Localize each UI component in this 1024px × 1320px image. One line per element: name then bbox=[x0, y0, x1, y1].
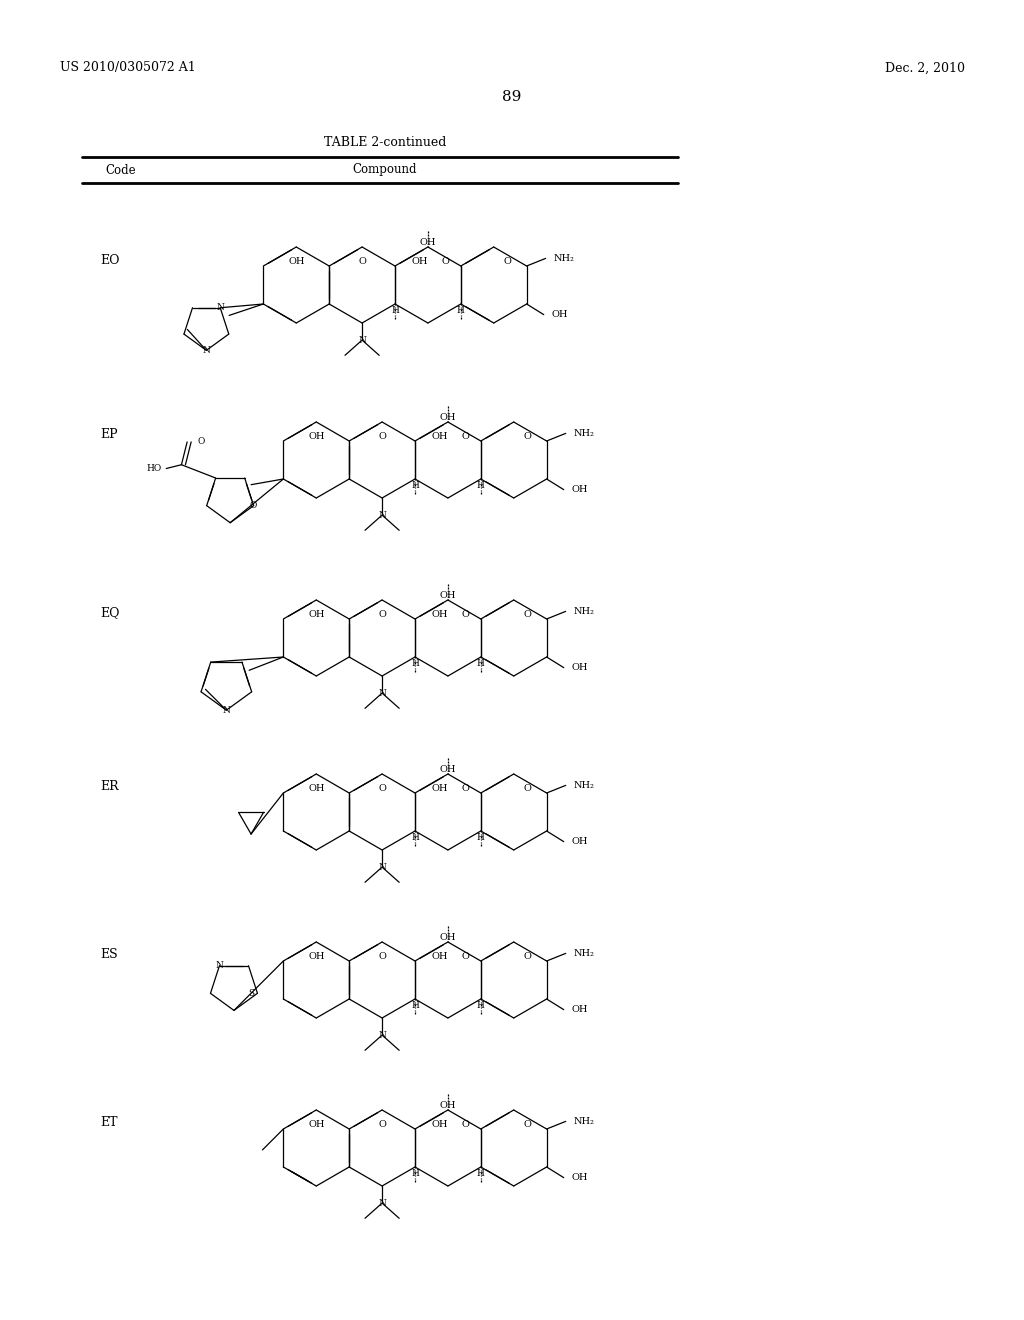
Text: N: N bbox=[216, 304, 224, 313]
Text: Dec. 2, 2010: Dec. 2, 2010 bbox=[885, 62, 965, 74]
Text: OH: OH bbox=[432, 432, 449, 441]
Text: N: N bbox=[378, 689, 386, 697]
Text: N: N bbox=[378, 862, 386, 871]
Text: OH: OH bbox=[308, 784, 325, 793]
Text: H: H bbox=[411, 1170, 419, 1177]
Text: N: N bbox=[222, 706, 230, 714]
Text: O: O bbox=[378, 952, 386, 961]
Text: H: H bbox=[477, 480, 484, 490]
Text: O: O bbox=[198, 437, 205, 446]
Text: OH: OH bbox=[432, 610, 449, 619]
Text: NH₂: NH₂ bbox=[573, 1117, 595, 1126]
Text: OH: OH bbox=[439, 1101, 456, 1110]
Text: O: O bbox=[462, 784, 470, 793]
Text: H: H bbox=[411, 480, 419, 490]
Text: O: O bbox=[442, 257, 450, 267]
Text: Compound: Compound bbox=[352, 164, 417, 177]
Text: ET: ET bbox=[100, 1117, 118, 1130]
Text: O: O bbox=[378, 784, 386, 793]
Text: H: H bbox=[391, 306, 399, 315]
Text: O: O bbox=[524, 432, 531, 441]
Text: NH₂: NH₂ bbox=[554, 253, 574, 263]
Text: OH: OH bbox=[412, 257, 428, 267]
Text: O: O bbox=[462, 432, 470, 441]
Text: N: N bbox=[215, 961, 223, 970]
Text: NH₂: NH₂ bbox=[573, 429, 595, 438]
Text: O: O bbox=[462, 952, 470, 961]
Text: O: O bbox=[524, 610, 531, 619]
Text: O: O bbox=[378, 1119, 386, 1129]
Text: OH: OH bbox=[571, 1005, 588, 1014]
Text: OH: OH bbox=[571, 837, 588, 846]
Text: H: H bbox=[411, 1001, 419, 1010]
Text: S: S bbox=[249, 989, 254, 998]
Text: NH₂: NH₂ bbox=[573, 607, 595, 616]
Text: OH: OH bbox=[432, 952, 449, 961]
Text: N: N bbox=[378, 511, 386, 520]
Text: N: N bbox=[378, 1199, 386, 1208]
Text: OH: OH bbox=[439, 764, 456, 774]
Text: 89: 89 bbox=[503, 90, 521, 104]
Text: O: O bbox=[358, 257, 366, 267]
Text: OH: OH bbox=[571, 1173, 588, 1183]
Text: O: O bbox=[524, 784, 531, 793]
Text: EO: EO bbox=[100, 253, 120, 267]
Text: OH: OH bbox=[308, 952, 325, 961]
Text: O: O bbox=[250, 502, 257, 510]
Text: OH: OH bbox=[308, 610, 325, 619]
Text: H: H bbox=[477, 1001, 484, 1010]
Text: HO: HO bbox=[146, 465, 161, 473]
Text: O: O bbox=[524, 952, 531, 961]
Text: EQ: EQ bbox=[100, 606, 120, 619]
Text: OH: OH bbox=[308, 1119, 325, 1129]
Text: O: O bbox=[524, 1119, 531, 1129]
Text: H: H bbox=[477, 659, 484, 668]
Text: OH: OH bbox=[308, 432, 325, 441]
Text: OH: OH bbox=[552, 310, 568, 319]
Text: O: O bbox=[462, 1119, 470, 1129]
Text: US 2010/0305072 A1: US 2010/0305072 A1 bbox=[60, 62, 196, 74]
Text: O: O bbox=[504, 257, 512, 267]
Text: OH: OH bbox=[432, 784, 449, 793]
Text: OH: OH bbox=[439, 933, 456, 942]
Text: O: O bbox=[462, 610, 470, 619]
Text: NH₂: NH₂ bbox=[573, 781, 595, 789]
Text: OH: OH bbox=[439, 413, 456, 422]
Text: TABLE 2-continued: TABLE 2-continued bbox=[324, 136, 446, 149]
Text: Code: Code bbox=[105, 164, 135, 177]
Text: OH: OH bbox=[432, 1119, 449, 1129]
Text: H: H bbox=[411, 833, 419, 842]
Text: OH: OH bbox=[571, 486, 588, 494]
Text: H: H bbox=[477, 1170, 484, 1177]
Text: H: H bbox=[477, 833, 484, 842]
Text: H: H bbox=[411, 659, 419, 668]
Text: O: O bbox=[378, 432, 386, 441]
Text: N: N bbox=[358, 335, 366, 345]
Text: O: O bbox=[378, 610, 386, 619]
Text: ES: ES bbox=[100, 949, 118, 961]
Text: H: H bbox=[457, 306, 465, 315]
Text: OH: OH bbox=[571, 663, 588, 672]
Text: OH: OH bbox=[288, 257, 304, 267]
Text: NH₂: NH₂ bbox=[573, 949, 595, 958]
Text: EP: EP bbox=[100, 429, 118, 441]
Text: OH: OH bbox=[420, 238, 436, 247]
Text: OH: OH bbox=[439, 591, 456, 599]
Text: N: N bbox=[378, 1031, 386, 1040]
Text: N: N bbox=[203, 346, 210, 355]
Text: ER: ER bbox=[100, 780, 119, 793]
